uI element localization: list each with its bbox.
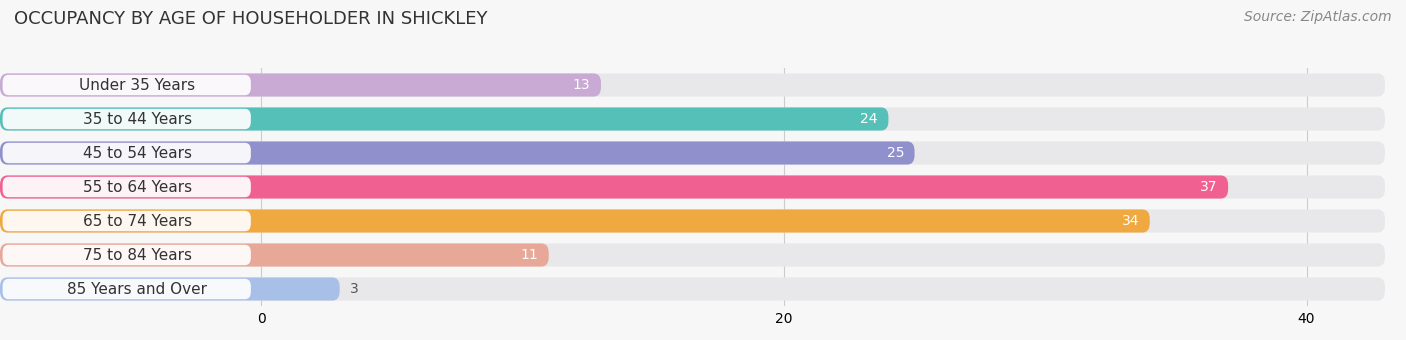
- FancyBboxPatch shape: [0, 277, 1385, 301]
- Text: 37: 37: [1201, 180, 1218, 194]
- FancyBboxPatch shape: [3, 211, 250, 231]
- Text: 35 to 44 Years: 35 to 44 Years: [83, 112, 191, 126]
- FancyBboxPatch shape: [0, 175, 1227, 199]
- FancyBboxPatch shape: [3, 109, 250, 129]
- FancyBboxPatch shape: [0, 209, 1385, 233]
- FancyBboxPatch shape: [0, 141, 914, 165]
- Text: 65 to 74 Years: 65 to 74 Years: [83, 214, 191, 228]
- FancyBboxPatch shape: [3, 279, 250, 299]
- Text: 3: 3: [350, 282, 359, 296]
- FancyBboxPatch shape: [0, 243, 548, 267]
- Text: 75 to 84 Years: 75 to 84 Years: [83, 248, 191, 262]
- FancyBboxPatch shape: [0, 107, 889, 131]
- Text: Under 35 Years: Under 35 Years: [79, 78, 195, 92]
- FancyBboxPatch shape: [3, 75, 250, 95]
- FancyBboxPatch shape: [0, 107, 1385, 131]
- FancyBboxPatch shape: [0, 141, 1385, 165]
- FancyBboxPatch shape: [3, 177, 250, 197]
- Text: 45 to 54 Years: 45 to 54 Years: [83, 146, 191, 160]
- Text: 13: 13: [572, 78, 591, 92]
- FancyBboxPatch shape: [0, 243, 1385, 267]
- FancyBboxPatch shape: [3, 245, 250, 265]
- Text: Source: ZipAtlas.com: Source: ZipAtlas.com: [1244, 10, 1392, 24]
- Text: 24: 24: [860, 112, 877, 126]
- Text: 85 Years and Over: 85 Years and Over: [67, 282, 207, 296]
- Text: 34: 34: [1122, 214, 1139, 228]
- FancyBboxPatch shape: [0, 73, 600, 97]
- FancyBboxPatch shape: [0, 277, 340, 301]
- FancyBboxPatch shape: [3, 143, 250, 163]
- FancyBboxPatch shape: [0, 73, 1385, 97]
- Text: 25: 25: [887, 146, 904, 160]
- FancyBboxPatch shape: [0, 209, 1150, 233]
- Text: 11: 11: [520, 248, 538, 262]
- Text: 55 to 64 Years: 55 to 64 Years: [83, 180, 191, 194]
- FancyBboxPatch shape: [0, 175, 1385, 199]
- Text: OCCUPANCY BY AGE OF HOUSEHOLDER IN SHICKLEY: OCCUPANCY BY AGE OF HOUSEHOLDER IN SHICK…: [14, 10, 488, 28]
